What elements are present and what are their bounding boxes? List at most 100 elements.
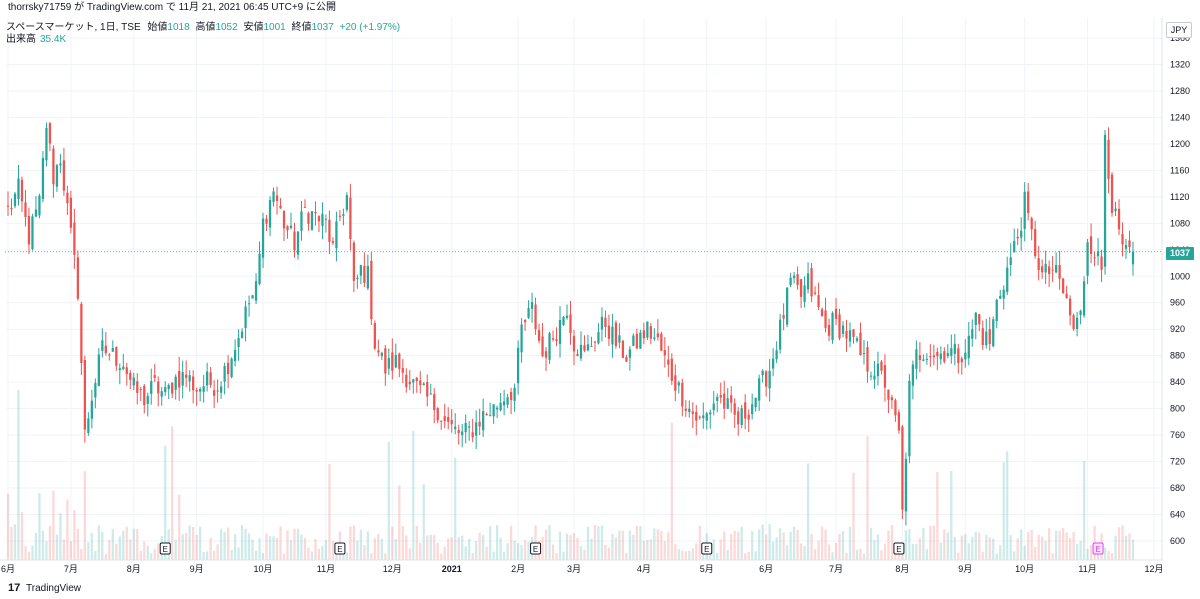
candle-body bbox=[482, 411, 485, 431]
volume-bar bbox=[730, 534, 733, 560]
volume-bar bbox=[660, 531, 663, 560]
candle-body bbox=[87, 418, 90, 433]
candle-body bbox=[380, 352, 383, 357]
candle-body bbox=[185, 374, 188, 378]
volume-bar bbox=[883, 543, 887, 560]
candle-body bbox=[10, 208, 13, 210]
candle-body bbox=[751, 404, 754, 415]
candle-body bbox=[377, 350, 380, 353]
tradingview-brand[interactable]: TradingView bbox=[26, 583, 82, 594]
candle-body bbox=[1034, 229, 1037, 257]
volume-bar bbox=[139, 550, 142, 560]
candle-body bbox=[551, 338, 555, 340]
tradingview-logo-icon[interactable]: 17 bbox=[8, 582, 21, 594]
candle-body bbox=[485, 414, 488, 416]
candle-body bbox=[799, 279, 803, 297]
candle-body bbox=[219, 386, 223, 393]
volume-bar bbox=[24, 546, 27, 560]
candle-body bbox=[820, 309, 824, 317]
candle-body bbox=[537, 330, 541, 341]
volume-bar bbox=[548, 525, 551, 560]
time-tick-label: 12月 bbox=[383, 564, 402, 574]
candle-body bbox=[834, 308, 838, 319]
volume-bar bbox=[754, 551, 757, 560]
candle-body bbox=[768, 370, 771, 389]
volume-bar bbox=[1006, 451, 1009, 560]
volume-bar bbox=[384, 553, 387, 560]
volume-bar bbox=[377, 534, 380, 560]
volume-bar bbox=[758, 529, 761, 560]
time-tick-label: 5月 bbox=[700, 564, 714, 574]
volume-bar bbox=[999, 545, 1002, 560]
candle-body bbox=[838, 314, 841, 339]
price-chart[interactable]: E E E E E E 600 640 680 720 760 800 840 880 920 960 100… bbox=[0, 0, 1200, 577]
volume-bar bbox=[373, 538, 376, 560]
volume-bar bbox=[328, 464, 331, 560]
earnings-marker bbox=[1092, 542, 1104, 555]
volume-bar bbox=[1037, 534, 1040, 560]
candle-body bbox=[303, 206, 307, 208]
volume-label: 出来高 bbox=[6, 34, 36, 45]
candle-body bbox=[328, 219, 331, 242]
time-tick-label: 7月 bbox=[64, 564, 78, 574]
candle-body bbox=[338, 215, 342, 217]
candle-body bbox=[1055, 265, 1058, 273]
volume-bar bbox=[115, 543, 118, 560]
candle-body bbox=[880, 361, 883, 371]
volume-bar bbox=[454, 457, 457, 560]
volume-bar bbox=[845, 552, 848, 560]
volume-bar bbox=[230, 549, 233, 560]
volume-bar bbox=[827, 544, 831, 560]
volume-bar bbox=[324, 539, 328, 560]
volume-bar bbox=[869, 527, 873, 560]
volume-bar bbox=[726, 550, 729, 560]
volume-bar bbox=[929, 526, 932, 560]
volume-bar bbox=[569, 535, 572, 560]
candle-body bbox=[806, 273, 810, 290]
candle-body bbox=[1089, 236, 1093, 254]
time-tick-label: 11月 bbox=[317, 564, 335, 574]
volume-bar bbox=[41, 530, 45, 560]
volume-bar bbox=[1110, 553, 1114, 560]
volume-bar bbox=[48, 525, 52, 560]
candle-body bbox=[419, 380, 422, 386]
candle-body bbox=[915, 349, 918, 369]
candle-body bbox=[223, 366, 226, 382]
volume-bar bbox=[352, 525, 356, 560]
candle-body bbox=[171, 382, 174, 394]
time-tick-label: 9月 bbox=[958, 564, 972, 574]
open-label: 始値 bbox=[147, 22, 168, 33]
volume-bar bbox=[164, 445, 167, 560]
candle-body bbox=[38, 195, 41, 216]
volume-bar bbox=[66, 499, 69, 560]
volume-bar bbox=[125, 526, 128, 560]
candle-body bbox=[394, 355, 397, 368]
candle-body bbox=[988, 329, 991, 344]
volume-bar bbox=[1075, 544, 1079, 560]
candle-body bbox=[286, 226, 289, 231]
candle-body bbox=[656, 333, 659, 338]
volume-bar bbox=[719, 539, 722, 560]
candle-body bbox=[855, 338, 859, 341]
volume-bar bbox=[1068, 538, 1072, 560]
candle-body bbox=[258, 253, 261, 284]
candle-body bbox=[1030, 218, 1033, 230]
volume-bar bbox=[206, 551, 209, 560]
candle-body bbox=[366, 265, 369, 289]
candle-body bbox=[894, 400, 897, 416]
low-value: 1001 bbox=[263, 22, 286, 33]
candle-body bbox=[576, 353, 579, 356]
candle-body bbox=[726, 398, 729, 409]
price-tick-label: 1160 bbox=[1170, 165, 1189, 175]
high-value: 1052 bbox=[215, 22, 238, 33]
volume-bar bbox=[349, 526, 352, 560]
volume-bars bbox=[6, 389, 1135, 560]
volume-bar bbox=[475, 540, 478, 560]
volume-bar bbox=[684, 551, 687, 560]
high-label: 高値 bbox=[195, 22, 216, 33]
volume-bar bbox=[834, 543, 838, 560]
volume-bar bbox=[670, 422, 673, 560]
volume-bar bbox=[279, 526, 282, 560]
volume-bar bbox=[136, 528, 139, 560]
currency-badge[interactable]: JPY bbox=[1166, 22, 1192, 38]
